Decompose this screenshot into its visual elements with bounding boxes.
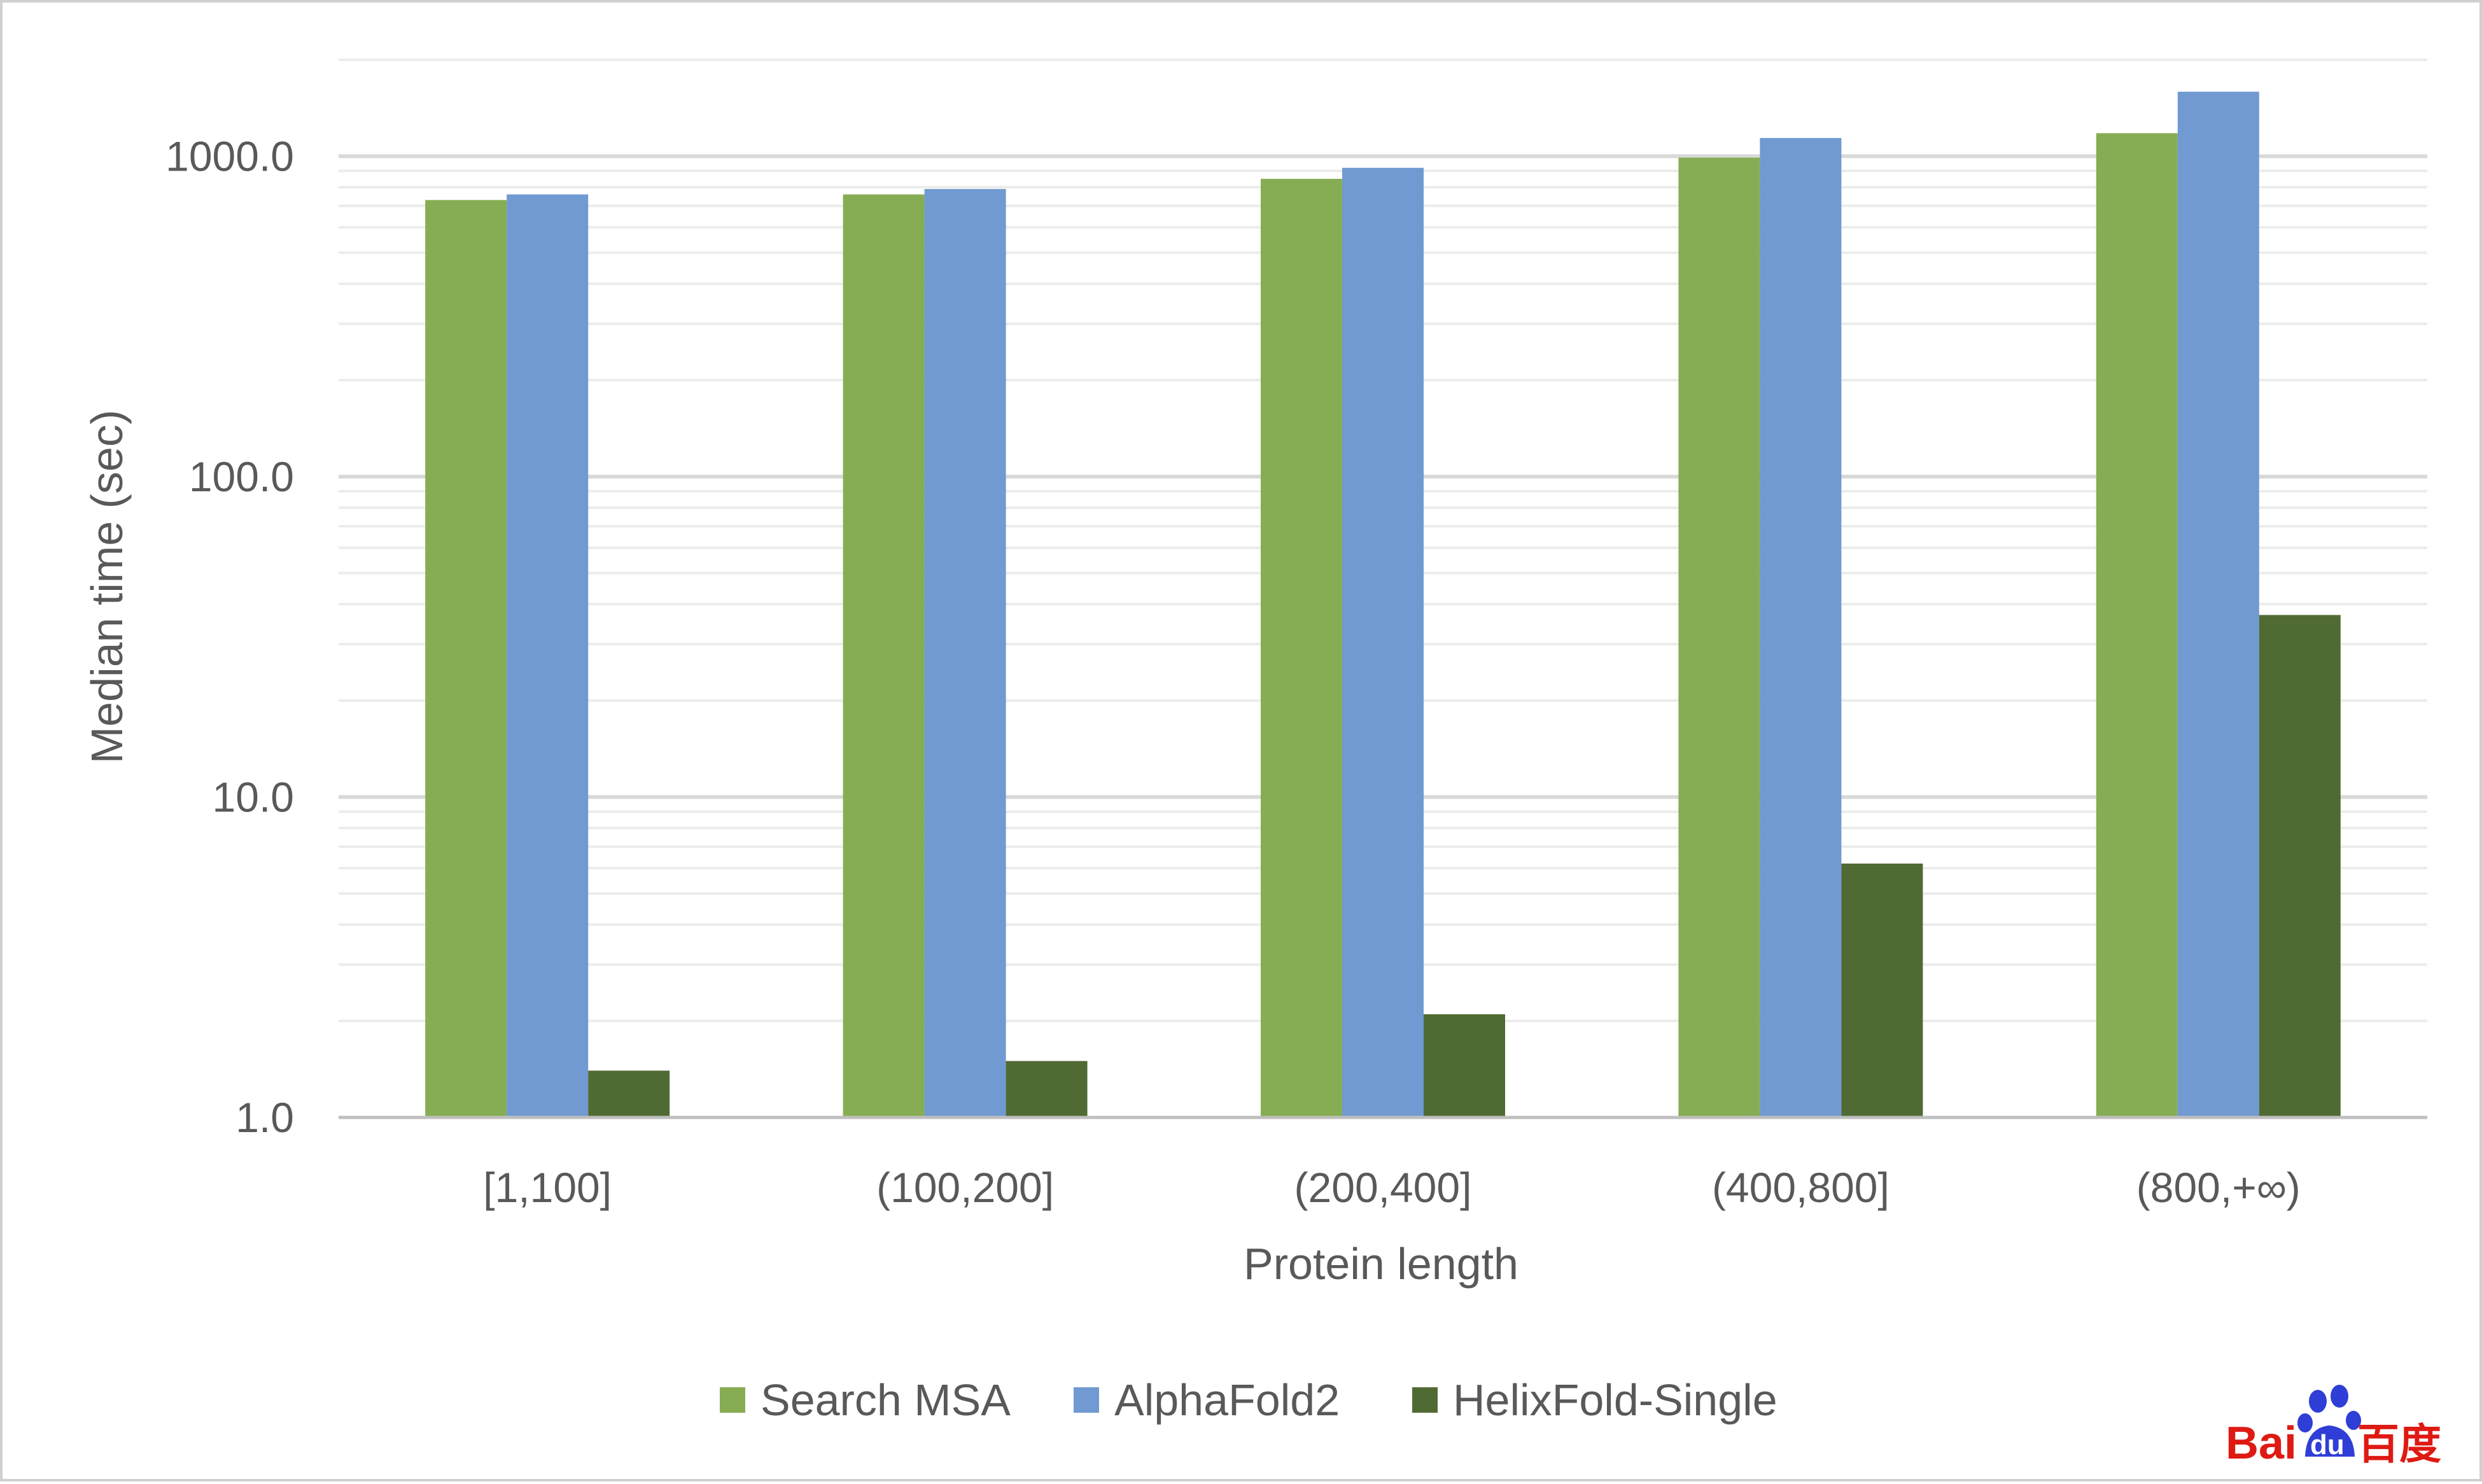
- logo-text-du: du: [2310, 1429, 2345, 1460]
- bar-alphafold2: [507, 194, 589, 1117]
- y-axis-title: Median time (sec): [82, 410, 132, 764]
- y-tick-label: 100.0: [189, 453, 294, 500]
- bar-helixfold-single: [588, 1070, 670, 1117]
- bar-alphafold2: [1342, 167, 1424, 1118]
- bar-helixfold-single: [1006, 1061, 1088, 1117]
- bar-helixfold-single: [1841, 864, 1923, 1117]
- bar-search-msa: [2096, 133, 2178, 1118]
- legend: Search MSA AlphaFold2 HelixFold-Single: [720, 1375, 1777, 1425]
- bar-alphafold2: [924, 189, 1006, 1117]
- bar-search-msa: [1678, 157, 1760, 1118]
- x-axis-title: Protein length: [1244, 1239, 1518, 1289]
- y-tick-label: 1000.0: [165, 133, 294, 180]
- baidu-logo: Bai du 百度: [2226, 1385, 2441, 1469]
- legend-swatch: [720, 1387, 745, 1413]
- bar-search-msa: [425, 200, 507, 1118]
- logo-text-bai: Bai: [2226, 1418, 2297, 1469]
- x-tick-label: (200,400]: [1294, 1164, 1472, 1211]
- legend-swatch: [1412, 1387, 1438, 1413]
- legend-label: HelixFold-Single: [1453, 1375, 1777, 1425]
- bar-helixfold-single: [2259, 615, 2341, 1117]
- bar-search-msa: [1261, 179, 1342, 1117]
- x-tick-label: [1,100]: [483, 1164, 612, 1211]
- bar-helixfold-single: [1424, 1014, 1505, 1117]
- chart-svg: 1.0 10.0 100.0 1000.0 [1,100] (100,200] (200,…: [82, 58, 2441, 1469]
- legend-swatch: [1074, 1387, 1099, 1413]
- paw-icon: [2297, 1385, 2361, 1457]
- y-tick-label: 10.0: [213, 774, 294, 821]
- x-tick-label: (800,+∞): [2136, 1164, 2301, 1211]
- y-tick-label: 1.0: [235, 1094, 294, 1141]
- bar-alphafold2: [2177, 92, 2259, 1117]
- bar-search-msa: [843, 194, 925, 1117]
- legend-label: Search MSA: [761, 1375, 1011, 1425]
- x-axis-ticks: [1,100] (100,200] (200,400] (400,800] (800,+…: [483, 1164, 2301, 1211]
- legend-label: AlphaFold2: [1114, 1375, 1340, 1425]
- y-axis-ticks: 1.0 10.0 100.0 1000.0: [165, 133, 294, 1142]
- x-tick-label: (100,200]: [876, 1164, 1054, 1211]
- logo-text-baidu-cn: 百度: [2357, 1420, 2441, 1467]
- bar-alphafold2: [1760, 137, 1842, 1118]
- x-tick-label: (400,800]: [1712, 1164, 1890, 1211]
- bars: [425, 92, 2341, 1118]
